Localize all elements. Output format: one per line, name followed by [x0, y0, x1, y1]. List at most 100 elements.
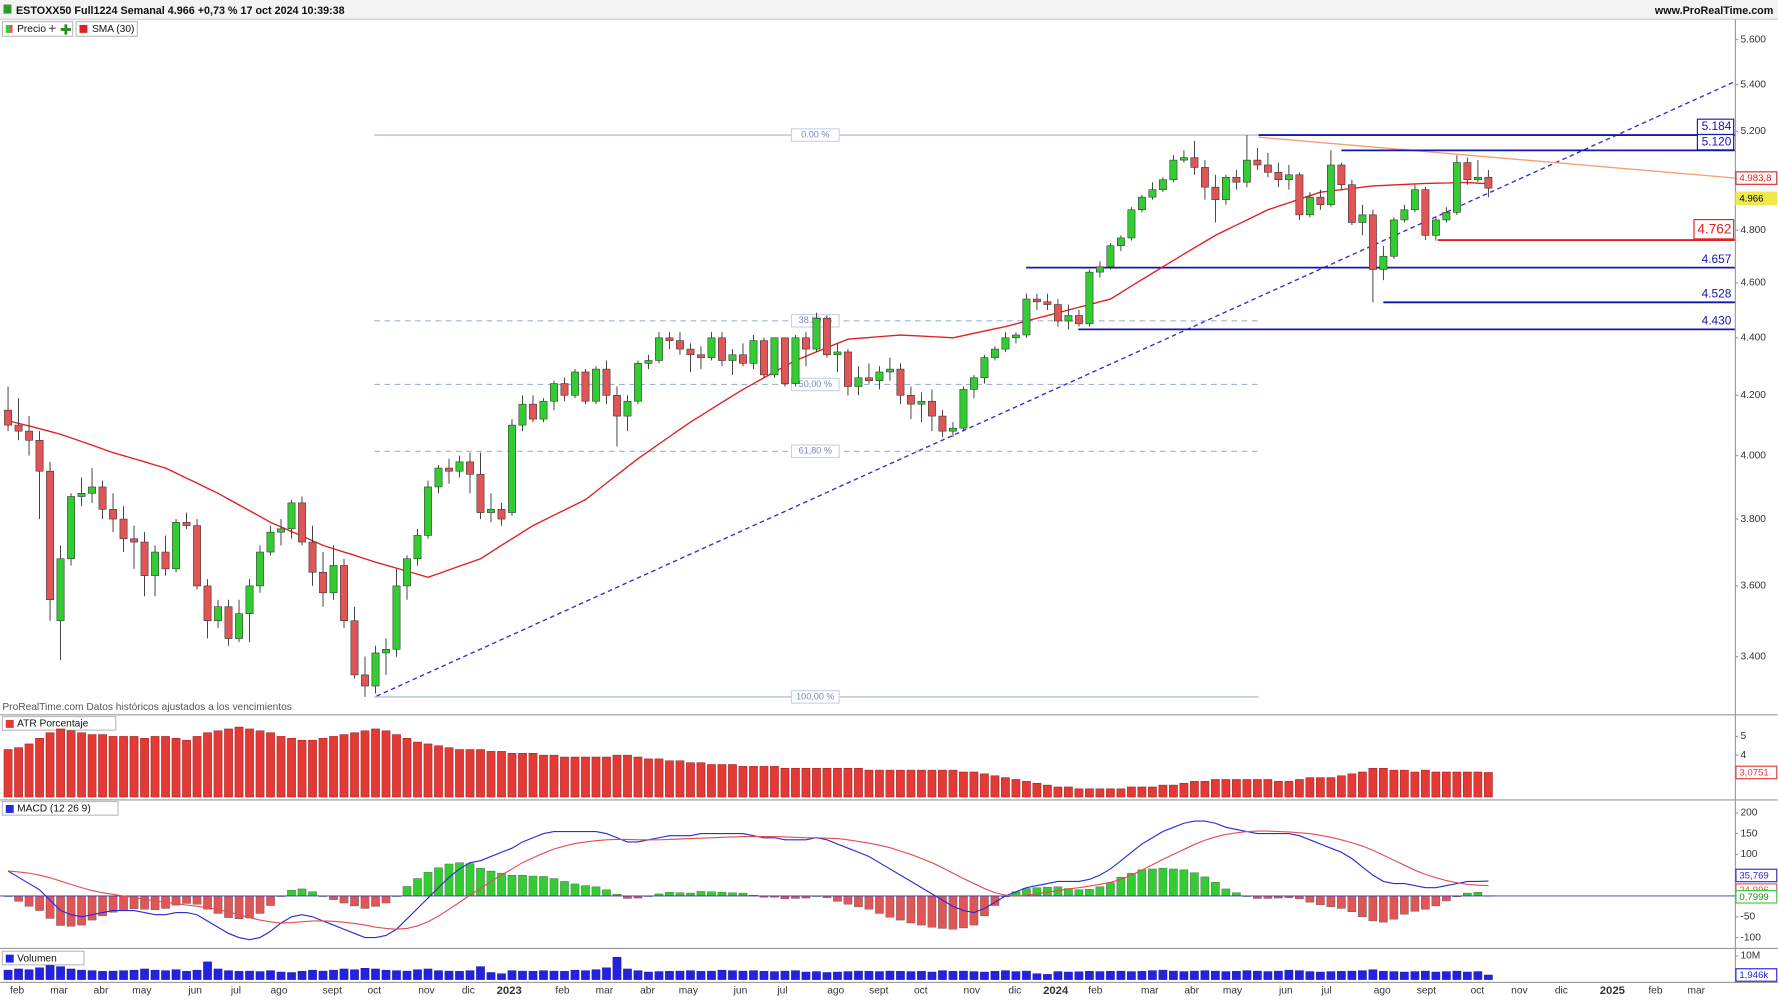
- histogram-bar: [1148, 868, 1157, 897]
- candle-body: [749, 340, 758, 364]
- histogram-bar: [381, 895, 391, 904]
- candle-body: [865, 377, 873, 381]
- candle-body: [949, 427, 957, 432]
- candle-body: [529, 403, 537, 420]
- histogram-bar: [560, 881, 569, 897]
- y-tick-label: 5.200: [1740, 126, 1766, 137]
- candle-body: [1012, 334, 1020, 339]
- bar: [87, 734, 97, 798]
- bar: [644, 971, 653, 980]
- candle-body: [1190, 157, 1199, 168]
- value-tag: [1735, 765, 1778, 780]
- x-tick-label: feb: [1088, 986, 1102, 997]
- bar: [150, 736, 160, 798]
- histogram-bar: [591, 886, 601, 897]
- bar: [486, 972, 496, 980]
- bar: [413, 741, 422, 798]
- histogram-bar: [1305, 895, 1315, 903]
- bar: [276, 971, 286, 980]
- y-tick-label: 3.600: [1740, 581, 1766, 592]
- bar: [1032, 782, 1042, 798]
- bar: [1326, 971, 1336, 980]
- bar: [539, 970, 548, 980]
- candle-body: [487, 509, 495, 513]
- bar: [1242, 779, 1252, 798]
- bar: [119, 970, 128, 980]
- candle-body: [161, 551, 170, 570]
- x-tick-label: nov: [1511, 986, 1528, 997]
- bar: [129, 969, 139, 980]
- bar: [339, 968, 349, 980]
- bar: [234, 971, 244, 980]
- bar: [234, 726, 244, 798]
- candle-body: [497, 509, 506, 520]
- bar: [780, 970, 790, 980]
- x-tick-label: oct: [1471, 986, 1485, 997]
- level-label: 4.528: [1702, 287, 1732, 301]
- bar: [1484, 772, 1493, 798]
- bar: [518, 753, 527, 798]
- bar: [896, 971, 905, 980]
- source: www.ProRealTime.com: [1654, 5, 1773, 17]
- bar: [539, 754, 548, 798]
- sma-line: [7, 181, 1489, 579]
- bar: [959, 771, 968, 798]
- bar: [1200, 970, 1210, 980]
- bar: [1095, 788, 1105, 798]
- candle-body: [812, 317, 821, 350]
- fib-label-box: [790, 690, 840, 704]
- histogram-bar: [1326, 895, 1336, 907]
- x-tick-label: 2024: [1043, 985, 1069, 997]
- bar: [885, 769, 895, 798]
- legend-item[interactable]: [1, 801, 119, 816]
- bar: [623, 968, 632, 980]
- settings-icon[interactable]: [48, 24, 56, 32]
- candle-body: [770, 337, 779, 376]
- bar: [1484, 974, 1493, 980]
- histogram-bar: [24, 895, 34, 907]
- bar: [35, 738, 44, 798]
- candle-body: [1284, 174, 1293, 181]
- candle-body: [277, 528, 285, 533]
- bar: [1085, 788, 1094, 798]
- histogram-bar: [1410, 895, 1420, 912]
- bar: [266, 732, 275, 798]
- candle-body: [214, 606, 222, 622]
- bar: [665, 971, 674, 980]
- candle-body: [4, 409, 12, 426]
- legend-item[interactable]: [1, 950, 85, 966]
- bar: [812, 971, 821, 980]
- value-tag: [1735, 868, 1778, 883]
- legend-item[interactable]: [75, 20, 138, 37]
- bar: [749, 766, 758, 798]
- candle-body: [1473, 176, 1482, 181]
- candle-body: [739, 354, 747, 364]
- bar: [696, 762, 706, 798]
- bar: [329, 736, 338, 798]
- histogram-bar: [980, 895, 989, 917]
- histogram-bar: [413, 878, 422, 897]
- bar: [203, 732, 212, 798]
- y-tick-label: 10M: [1740, 951, 1760, 962]
- candle-body: [224, 606, 233, 639]
- bar: [696, 971, 706, 980]
- value-tag-label: 0,7999: [1739, 892, 1768, 903]
- bar: [276, 736, 286, 798]
- bar: [917, 769, 926, 798]
- x-tick-label: nov: [964, 986, 981, 997]
- add-icon[interactable]: [60, 24, 71, 35]
- candle-body: [1033, 298, 1041, 303]
- legend-icon: [79, 24, 88, 33]
- legend-item[interactable]: [1, 20, 74, 37]
- bar: [1410, 971, 1420, 980]
- bar: [864, 769, 874, 798]
- candle-body: [875, 371, 884, 381]
- bar: [45, 965, 55, 980]
- histogram-bar: [833, 895, 842, 902]
- candle-body: [1253, 159, 1262, 166]
- candle-body: [266, 531, 275, 553]
- bar: [140, 968, 149, 980]
- candle-body: [728, 354, 737, 361]
- bar: [728, 970, 737, 980]
- bar: [1232, 971, 1241, 980]
